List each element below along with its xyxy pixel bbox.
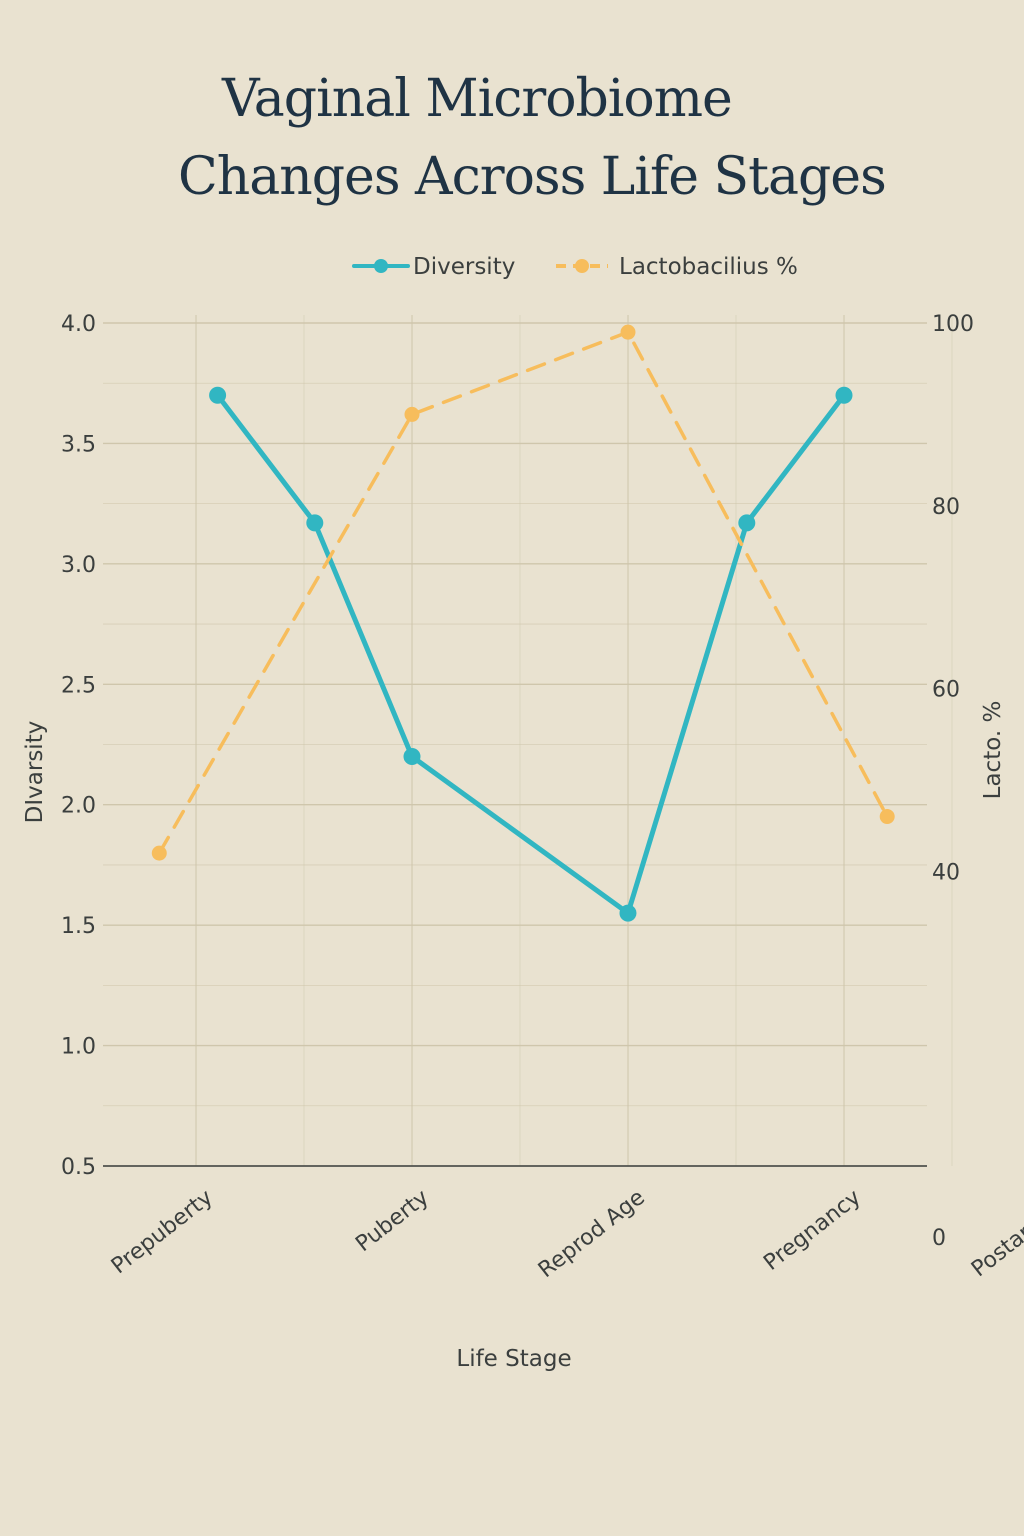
legend: Diversity Lactobacilius %: [352, 254, 798, 280]
x-axis-title: Life Stage: [456, 1346, 571, 1372]
legend-item-diversity: Diversity: [352, 254, 515, 280]
y-tick-label-left: 3.5: [61, 432, 96, 457]
y-tick-label-right: 40: [932, 860, 960, 885]
y-tick-label-left: 2.0: [61, 794, 96, 819]
y-tick-label-left: 1.5: [61, 914, 96, 939]
y-tick-label-right: 80: [932, 495, 960, 520]
data-point-lactobacillus: [151, 845, 167, 861]
data-point-diversity: [835, 386, 853, 404]
x-tick-label: Postapause: [967, 1185, 1024, 1282]
series-layer: [151, 324, 895, 922]
y-tick-label-left: 3.0: [61, 553, 96, 578]
legend-item-lactobacillus: Lactobacilius %: [556, 254, 798, 280]
y-tick-label-left: 2.5: [61, 673, 96, 698]
chart-title-line-1: Vaginal Microbiome: [222, 69, 733, 129]
x-tick-label: Puberty: [351, 1185, 433, 1257]
data-point-lactobacillus: [620, 324, 636, 340]
right-y-axis-title: Lacto. %: [980, 701, 1006, 800]
data-point-lactobacillus: [404, 406, 420, 422]
y-tick-label-left: 4.0: [61, 312, 96, 337]
x-tick-label: Prepuberty: [107, 1185, 218, 1279]
series-line-diversity: [215, 392, 847, 916]
data-point-diversity: [403, 748, 421, 766]
y-tick-label-right: 0: [932, 1226, 946, 1251]
series-line-lactobacillus: [157, 330, 889, 855]
data-point-diversity: [209, 386, 227, 404]
y-tick-label-right: 60: [932, 678, 960, 703]
y-tick-label-left: 0.5: [61, 1155, 96, 1180]
legend-marker-lactobacillus: [575, 259, 589, 273]
data-point-lactobacillus: [879, 809, 895, 825]
legend-label-lactobacillus: Lactobacilius %: [619, 254, 798, 280]
x-tick-label: Pregnancy: [759, 1185, 865, 1276]
data-point-diversity: [306, 514, 324, 532]
left-y-ticks: 0.5 1.0 1.5 2.0 2.5 3.0 3.5 4.0: [61, 312, 96, 1180]
x-ticks: Prepuberty Puberty Reprod Age Pregnancy Post…: [107, 1185, 1024, 1283]
legend-marker-diversity: [374, 259, 388, 273]
y-tick-label-left: 1.0: [61, 1035, 96, 1060]
legend-label-diversity: Diversity: [413, 254, 515, 280]
grid-layer: [103, 315, 953, 1167]
x-tick-label: Reprod Age: [534, 1185, 650, 1283]
right-y-ticks: 0 40 60 80 100: [932, 312, 974, 1251]
data-point-diversity: [738, 514, 756, 532]
left-y-axis-title: DIvarsity: [22, 721, 48, 824]
data-point-diversity: [619, 904, 637, 922]
chart-title-line-2: Changes Across Life Stages: [178, 147, 887, 207]
y-tick-label-right: 100: [932, 312, 974, 337]
